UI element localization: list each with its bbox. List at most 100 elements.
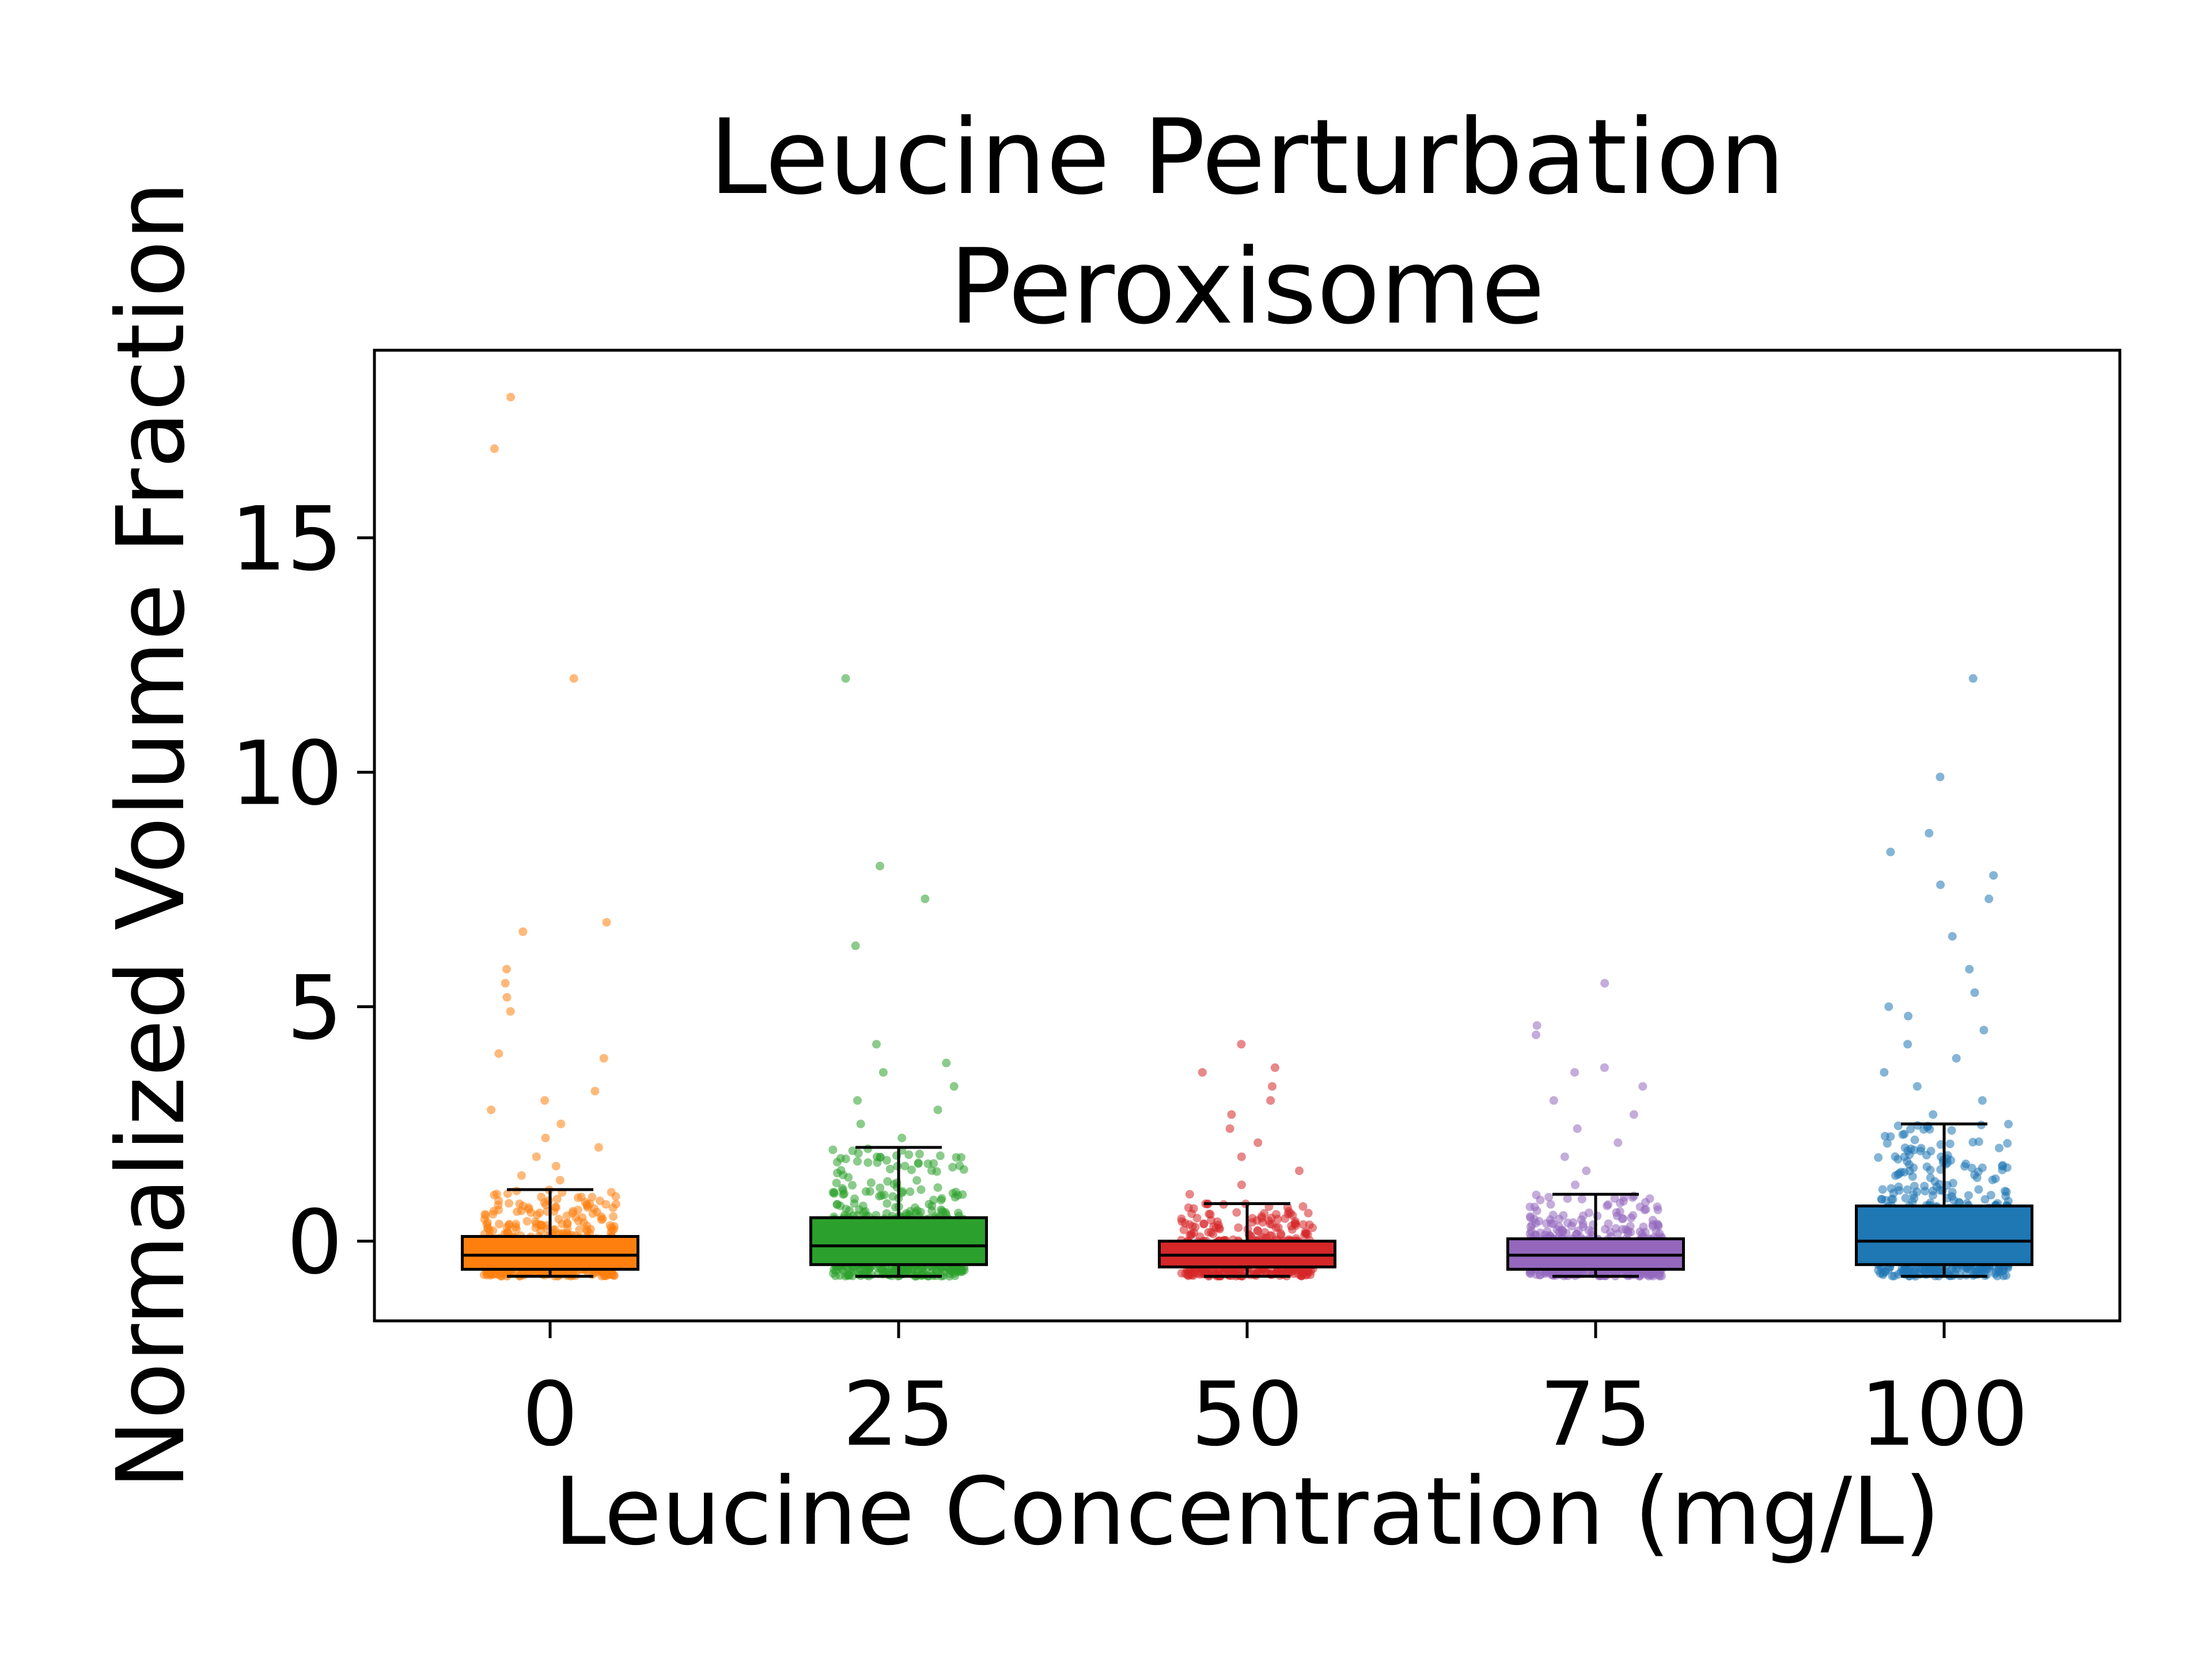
data-point xyxy=(602,1271,611,1281)
data-point xyxy=(843,1264,852,1273)
data-point xyxy=(1276,1229,1285,1238)
outlier-point xyxy=(599,1054,608,1063)
data-point xyxy=(1205,1209,1214,1218)
data-point xyxy=(828,1145,838,1154)
data-point xyxy=(845,1206,854,1215)
outlier-point xyxy=(851,941,860,950)
data-point xyxy=(1187,1230,1196,1240)
outlier-point xyxy=(1884,1002,1893,1012)
outlier-point xyxy=(1984,894,1994,903)
data-point xyxy=(933,1183,942,1192)
data-point xyxy=(833,1168,842,1177)
outlier-point xyxy=(1965,965,1974,974)
outlier-point xyxy=(872,1040,881,1049)
data-point xyxy=(535,1209,544,1217)
data-point xyxy=(608,1203,618,1213)
data-point xyxy=(1906,1124,1915,1134)
data-point xyxy=(907,1165,916,1175)
data-point xyxy=(1893,1270,1903,1279)
outlier-point xyxy=(1968,674,1978,683)
outlier-point xyxy=(1253,1138,1263,1147)
outlier-point xyxy=(517,1171,526,1180)
data-point xyxy=(588,1192,597,1202)
data-point xyxy=(866,1178,876,1187)
outlier-point xyxy=(1948,932,1957,941)
x-axis-label: Leucine Concentration (mg/L) xyxy=(554,1458,1940,1566)
outlier-point xyxy=(487,1105,496,1115)
data-point xyxy=(1874,1153,1883,1162)
x-axis: 0 25 50 75 100 xyxy=(522,1321,2028,1466)
data-point xyxy=(1960,1162,1969,1171)
data-point xyxy=(1917,1264,1926,1273)
data-point xyxy=(1281,1214,1290,1223)
data-point xyxy=(1931,1265,1941,1274)
outlier-point xyxy=(1532,1021,1541,1030)
data-point xyxy=(1526,1213,1535,1222)
data-point xyxy=(495,1219,503,1229)
points-0 xyxy=(479,392,620,1281)
data-point xyxy=(1888,1195,1897,1204)
data-point xyxy=(1604,1219,1613,1228)
data-point xyxy=(1248,1214,1257,1223)
data-point xyxy=(601,1200,611,1209)
data-point xyxy=(494,1200,503,1210)
data-point xyxy=(1179,1225,1188,1234)
outlier-point xyxy=(1270,1063,1279,1072)
data-point xyxy=(1546,1200,1555,1209)
data-point xyxy=(1893,1154,1903,1164)
outlier-point xyxy=(1886,847,1895,857)
outlier-point xyxy=(502,993,512,1002)
data-point xyxy=(598,1214,607,1224)
data-point xyxy=(550,1207,559,1216)
data-point xyxy=(1189,1204,1198,1213)
data-point xyxy=(1948,1188,1957,1197)
data-point xyxy=(583,1203,592,1212)
data-point xyxy=(1947,1126,1956,1135)
x-tick-label: 25 xyxy=(843,1363,955,1466)
outlier-point xyxy=(1570,1068,1580,1077)
data-point xyxy=(883,1177,892,1186)
outlier-point xyxy=(1904,1012,1913,1021)
data-point xyxy=(1893,1121,1903,1130)
data-point xyxy=(948,1267,957,1277)
box-100 xyxy=(1855,1205,2033,1266)
data-point xyxy=(1964,1191,1973,1200)
data-point xyxy=(1234,1268,1243,1277)
data-point xyxy=(959,1165,968,1174)
data-point xyxy=(954,1209,963,1218)
data-point xyxy=(1615,1207,1624,1216)
data-point xyxy=(912,1176,922,1185)
data-point xyxy=(1935,1180,1944,1189)
data-point xyxy=(2003,1139,2012,1148)
data-point xyxy=(1257,1212,1266,1221)
data-point xyxy=(1968,1138,1978,1147)
data-point xyxy=(512,1225,521,1234)
data-point xyxy=(480,1210,490,1219)
outlier-point xyxy=(933,1105,942,1115)
outlier-point xyxy=(1925,828,1934,838)
outlier-point xyxy=(1268,1082,1277,1091)
outlier-point xyxy=(532,1152,541,1161)
data-point xyxy=(1618,1214,1627,1224)
data-point xyxy=(2001,1187,2009,1196)
data-point xyxy=(503,1189,512,1198)
data-point xyxy=(1305,1220,1314,1229)
data-point xyxy=(588,1209,597,1218)
data-point xyxy=(927,1166,936,1175)
data-point xyxy=(1532,1270,1541,1279)
data-point xyxy=(611,1192,620,1201)
outlier-point xyxy=(1237,1152,1246,1161)
data-point xyxy=(1587,1227,1596,1236)
outlier-point xyxy=(556,1119,566,1128)
data-point xyxy=(483,1223,493,1232)
data-point xyxy=(1645,1194,1654,1203)
outlier-point xyxy=(1237,1180,1246,1190)
outlier-point xyxy=(518,927,528,936)
outlier-point xyxy=(1560,1152,1569,1161)
data-point xyxy=(1635,1202,1645,1211)
outlier-point xyxy=(1880,1068,1889,1077)
x-tick-label: 75 xyxy=(1540,1363,1652,1466)
data-point xyxy=(1287,1266,1296,1275)
data-point xyxy=(1192,1214,1202,1223)
